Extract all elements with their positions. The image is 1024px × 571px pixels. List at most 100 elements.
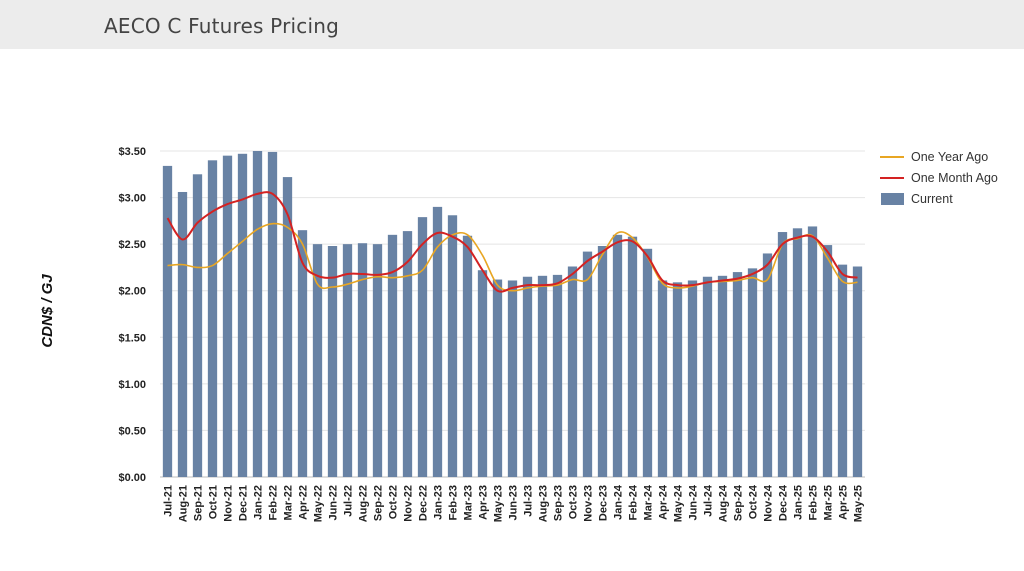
bar-Jan-23 — [432, 206, 443, 477]
legend-swatch — [881, 193, 904, 205]
bar-Dec-21 — [237, 153, 248, 477]
bar-Nov-21 — [222, 155, 233, 477]
legend-label: Current — [911, 192, 953, 206]
x-tick-label: Sep-23 — [553, 485, 565, 521]
bar-Nov-24 — [762, 253, 773, 477]
legend-label: One Month Ago — [911, 171, 998, 185]
bar-Feb-24 — [627, 236, 638, 477]
y-axis-title: CDN$ / GJ — [39, 274, 56, 348]
bar-Jan-24 — [612, 234, 623, 477]
bar-May-22 — [312, 244, 323, 477]
bar-May-24 — [672, 282, 683, 477]
x-tick-label: Apr-23 — [478, 485, 490, 520]
x-tick-label: Jan-23 — [433, 485, 445, 520]
y-tick-label: $0.50 — [118, 425, 146, 437]
y-tick-label: $3.00 — [118, 193, 146, 205]
x-tick-label: May-23 — [493, 485, 505, 522]
bar-Jun-23 — [507, 280, 518, 477]
x-tick-label: Sep-21 — [193, 485, 205, 521]
x-tick-label: Sep-22 — [373, 485, 385, 521]
bar-Mar-24 — [642, 248, 653, 477]
x-tick-label: Apr-22 — [298, 485, 310, 520]
y-tick-label: $1.00 — [118, 379, 146, 391]
bar-Aug-23 — [537, 275, 548, 477]
x-tick-label: Oct-21 — [208, 485, 220, 519]
x-tick-label: Jul-21 — [163, 485, 175, 517]
x-tick-label: Aug-22 — [358, 485, 370, 522]
line-series — [166, 191, 858, 293]
x-tick-label: Jun-23 — [508, 485, 520, 520]
x-tick-label: Nov-23 — [583, 485, 595, 522]
bar-Sep-23 — [552, 274, 563, 477]
x-tick-label: Jan-24 — [613, 484, 625, 520]
page-title: AECO C Futures Pricing — [104, 14, 339, 38]
x-tick-label: Nov-22 — [403, 485, 415, 522]
bar-Apr-22 — [297, 230, 308, 477]
bar-May-25 — [852, 266, 863, 477]
x-tick-label: Jul-22 — [343, 485, 355, 517]
legend[interactable]: One Year Ago One Month Ago Current — [880, 150, 998, 206]
y-tick-label: $2.00 — [118, 286, 146, 298]
y-tick-label: $2.50 — [118, 239, 146, 251]
x-tick-label: Mar-23 — [463, 485, 475, 520]
x-tick-label: Aug-21 — [178, 485, 190, 522]
x-tick-label: Apr-24 — [658, 484, 670, 520]
x-tick-label: Feb-24 — [628, 484, 640, 520]
bar-Apr-25 — [837, 264, 848, 477]
x-tick-label: Feb-22 — [268, 485, 280, 520]
bar-Sep-21 — [192, 174, 203, 477]
x-tick-label: Nov-24 — [763, 484, 775, 522]
legend-item-current[interactable]: Current — [881, 192, 953, 206]
bar-May-23 — [492, 279, 503, 477]
bar-Dec-24 — [777, 232, 788, 477]
bar-Sep-24 — [732, 272, 743, 477]
bar-series-current — [162, 151, 863, 478]
bar-Mar-23 — [462, 235, 473, 477]
x-tick-label: May-22 — [313, 485, 325, 522]
x-axis-ticks: Jul-21 Aug-21 Sep-21 Oct-21 Nov-21 Dec-21 Jan-… — [163, 484, 865, 522]
bar-Aug-21 — [177, 191, 188, 478]
bar-Feb-23 — [447, 215, 458, 478]
x-tick-label: Sep-24 — [733, 484, 745, 521]
y-axis-ticks: $0.00 $0.50 $1.00 $1.50 $2.00 $2.50 $3.00 $3.50 — [118, 146, 146, 484]
x-tick-label: Mar-22 — [283, 485, 295, 520]
x-tick-label: Mar-24 — [643, 484, 655, 520]
bar-Jul-24 — [702, 276, 713, 477]
bar-Jul-21 — [162, 165, 173, 477]
legend-item-one-year-ago[interactable]: One Year Ago — [880, 150, 988, 164]
bar-Feb-22 — [267, 151, 278, 477]
x-tick-label: Oct-23 — [568, 485, 580, 519]
bar-Apr-24 — [657, 280, 668, 477]
bar-Jan-22 — [252, 151, 263, 477]
x-tick-label: Dec-24 — [778, 484, 790, 521]
bar-Aug-24 — [717, 275, 728, 477]
x-tick-label: May-24 — [673, 484, 685, 522]
x-tick-label: Oct-24 — [748, 484, 760, 519]
x-tick-label: Mar-25 — [823, 485, 835, 520]
bar-Sep-22 — [372, 244, 383, 477]
bar-Jun-22 — [327, 246, 338, 477]
x-tick-label: Jun-24 — [688, 484, 700, 520]
bar-Feb-25 — [807, 226, 818, 477]
bar-Oct-22 — [387, 234, 398, 477]
bar-Jun-24 — [687, 280, 698, 477]
x-tick-label: Jul-24 — [703, 484, 715, 517]
y-tick-label: $0.00 — [118, 472, 146, 484]
bar-Nov-23 — [582, 251, 593, 477]
x-tick-label: Aug-23 — [538, 485, 550, 522]
page-header: AECO C Futures Pricing — [0, 0, 1024, 49]
bar-Mar-22 — [282, 177, 293, 477]
bar-Dec-23 — [597, 246, 608, 477]
x-tick-label: Feb-25 — [808, 485, 820, 520]
y-tick-label: $3.50 — [118, 146, 146, 158]
legend-item-one-month-ago[interactable]: One Month Ago — [880, 171, 998, 185]
bar-Mar-25 — [822, 245, 833, 477]
x-tick-label: May-25 — [853, 485, 865, 522]
x-tick-label: Feb-23 — [448, 485, 460, 520]
bar-Oct-23 — [567, 266, 578, 477]
legend-label: One Year Ago — [911, 150, 988, 164]
bar-Apr-23 — [477, 270, 488, 477]
x-tick-label: Nov-21 — [223, 485, 235, 522]
bar-Aug-22 — [357, 243, 368, 477]
x-tick-label: Dec-21 — [238, 485, 250, 521]
